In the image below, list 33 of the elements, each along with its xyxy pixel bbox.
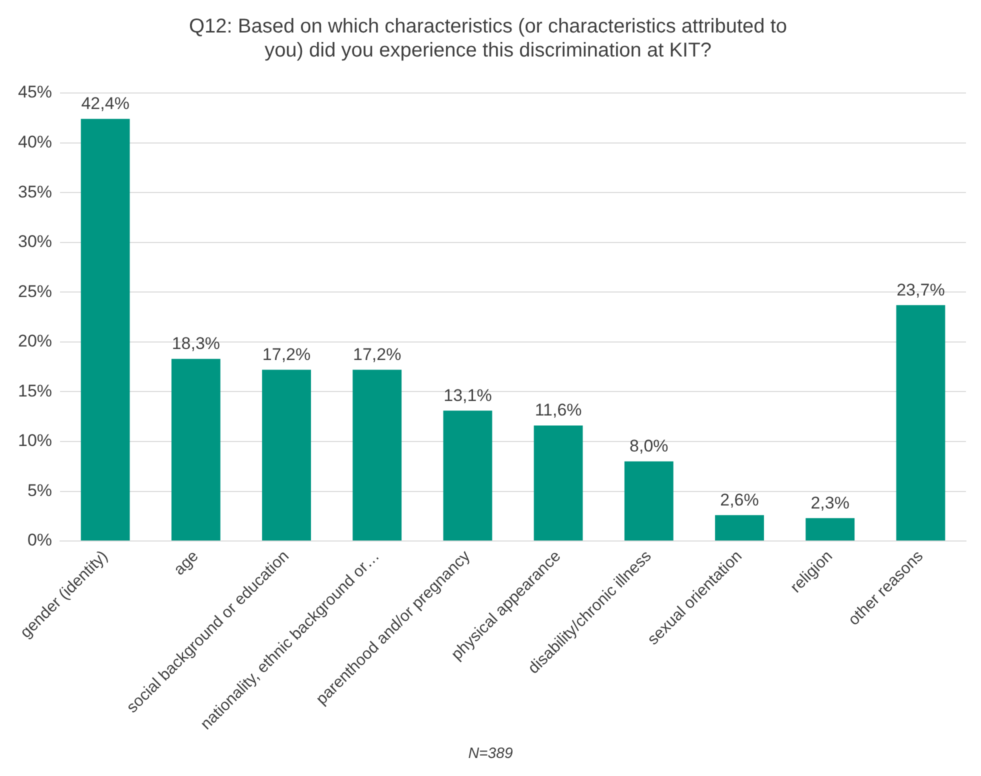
y-tick-label: 15% xyxy=(18,381,52,400)
bar xyxy=(534,426,583,541)
y-tick-label: 5% xyxy=(27,480,52,500)
bar xyxy=(352,370,402,541)
data-label: 13,1% xyxy=(444,386,492,405)
bar xyxy=(806,518,855,541)
y-tick-label: 35% xyxy=(18,182,52,202)
bar xyxy=(443,410,492,541)
y-tick-label: 10% xyxy=(18,431,52,450)
y-tick-label: 45% xyxy=(18,82,52,102)
bar xyxy=(262,370,311,541)
bar xyxy=(715,515,764,541)
data-label: 2,6% xyxy=(720,490,759,510)
x-tick-label: age xyxy=(170,548,202,579)
data-label: 18,3% xyxy=(172,334,220,354)
chart-title: Q12: Based on which characteristics (or characteristics attributed to you) did you experience this discrimination at KIT? xyxy=(188,16,788,62)
data-label: 8,0% xyxy=(630,436,668,456)
data-label: 42,4% xyxy=(81,94,130,114)
bar xyxy=(896,305,946,541)
data-label: 2,3% xyxy=(810,493,850,512)
data-label: 17,2% xyxy=(262,344,311,364)
data-label: 11,6% xyxy=(534,400,582,420)
y-tick-label: 0% xyxy=(27,530,52,550)
data-label: 17,2% xyxy=(353,344,402,364)
y-tick-label: 30% xyxy=(18,232,52,252)
bar xyxy=(171,358,220,541)
bar xyxy=(80,118,130,541)
text: N=389 xyxy=(467,745,514,762)
data-label: 23,7% xyxy=(896,280,945,300)
y-tick-label: 25% xyxy=(18,282,52,301)
bar xyxy=(624,461,674,541)
y-tick-label: 20% xyxy=(18,332,52,351)
y-tick-label: 40% xyxy=(18,132,52,152)
